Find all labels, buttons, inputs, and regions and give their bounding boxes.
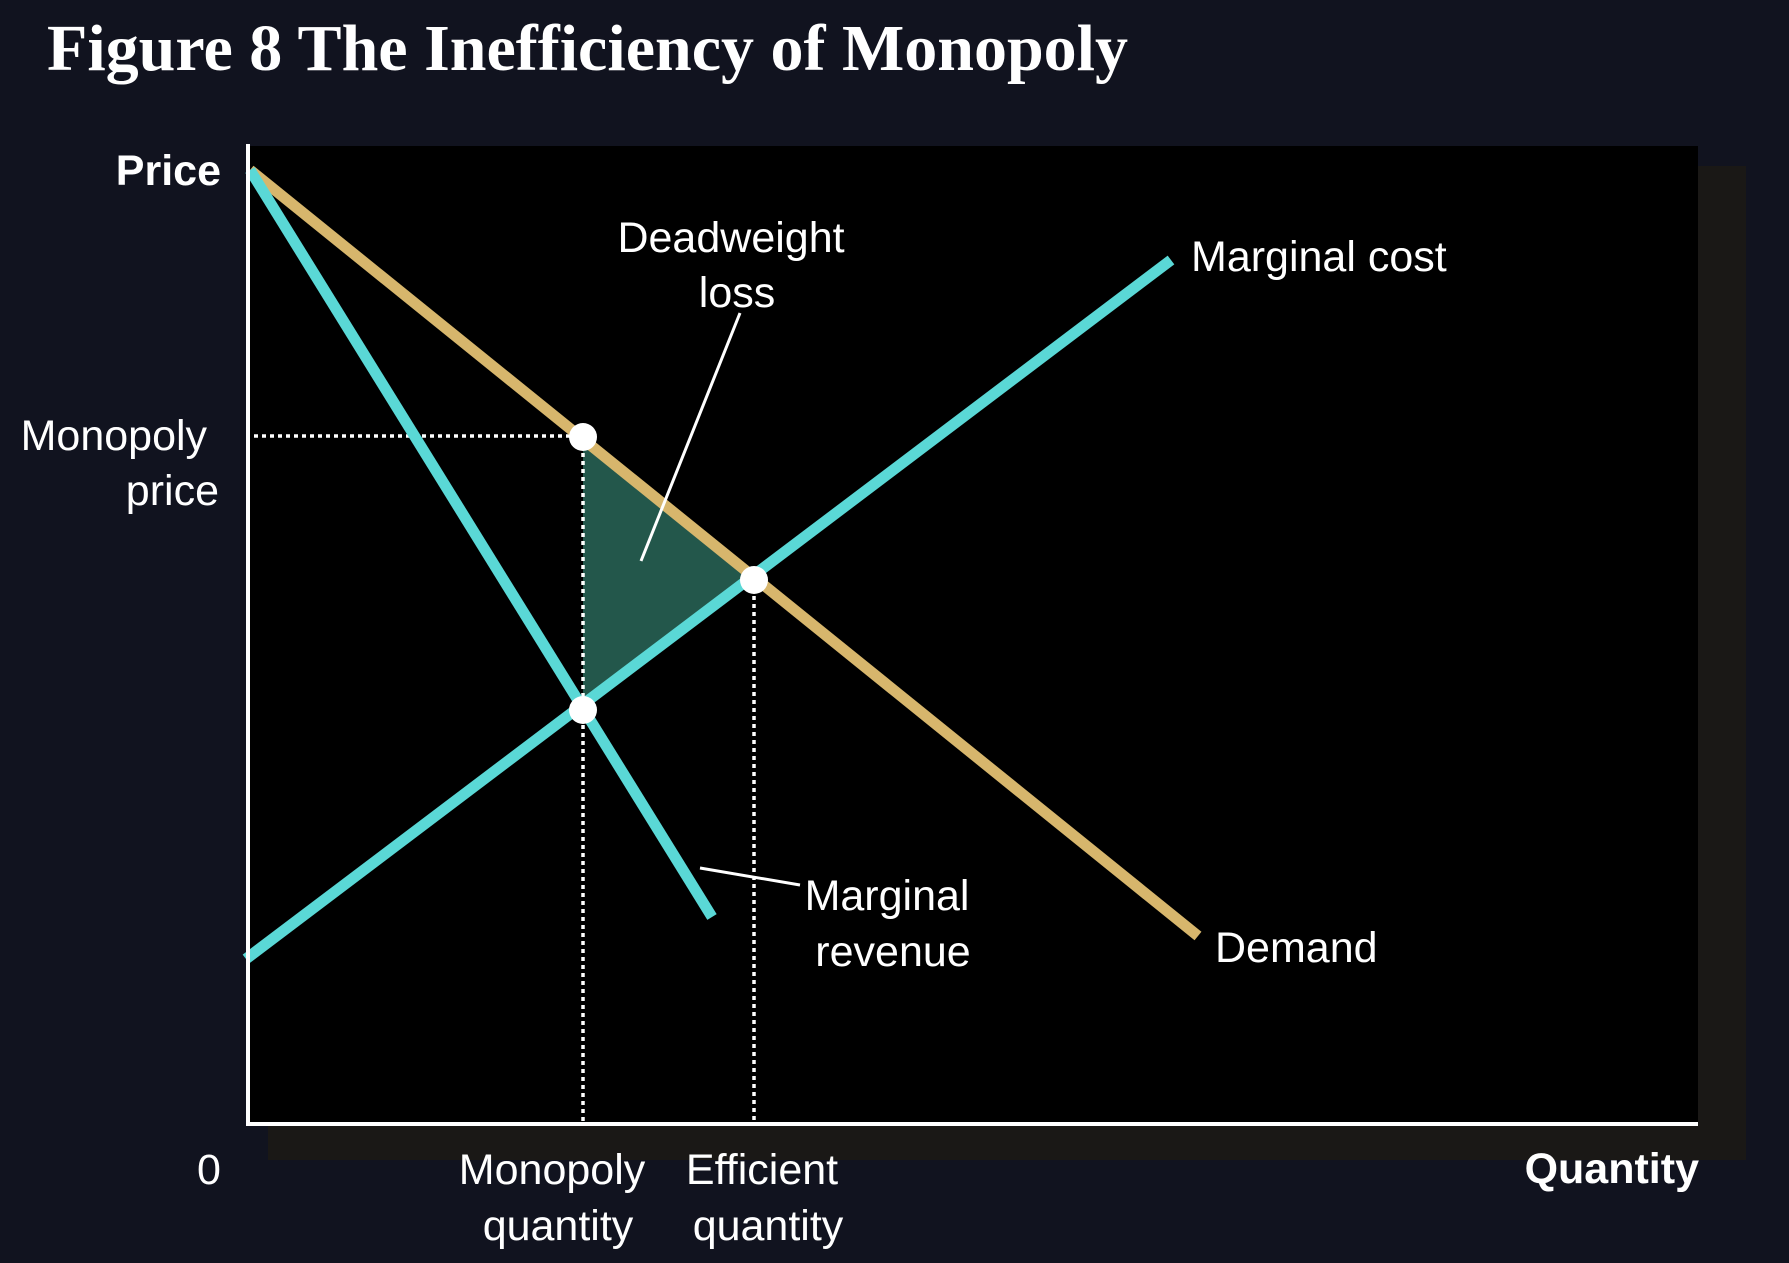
y-axis-label: Price: [116, 147, 221, 195]
demand-curve: [246, 165, 1202, 941]
deadweight-loss-label: Deadweight loss: [617, 214, 856, 317]
origin-label: 0: [197, 1146, 221, 1194]
deadweight-loss-area: [583, 437, 754, 710]
x-axis-label: Quantity: [1525, 1145, 1699, 1193]
monopoly-quantity-label: Monopoly quantity: [459, 1146, 657, 1250]
demand-label: Demand: [1215, 924, 1378, 972]
efficient-quantity-label: Efficient quantity: [686, 1146, 850, 1250]
marginal-revenue-curve: [245, 167, 717, 920]
figure-title: Figure 8 The Inefficiency of Monopoly: [47, 12, 1129, 85]
marginal-cost-curve: [242, 255, 1175, 964]
mr-mc-intersection-point: [569, 696, 597, 724]
plot-background: [248, 146, 1698, 1124]
monopoly-price-point: [569, 423, 597, 451]
deadweight-loss-pointer: [639, 312, 742, 562]
marginal-cost-label: Marginal cost: [1191, 233, 1447, 281]
marginal-revenue-label: Marginal revenue: [805, 872, 982, 976]
monopoly-price-label: Monopoly price: [21, 412, 219, 515]
efficient-point: [740, 566, 768, 594]
marginal-revenue-pointer: [699, 866, 801, 887]
